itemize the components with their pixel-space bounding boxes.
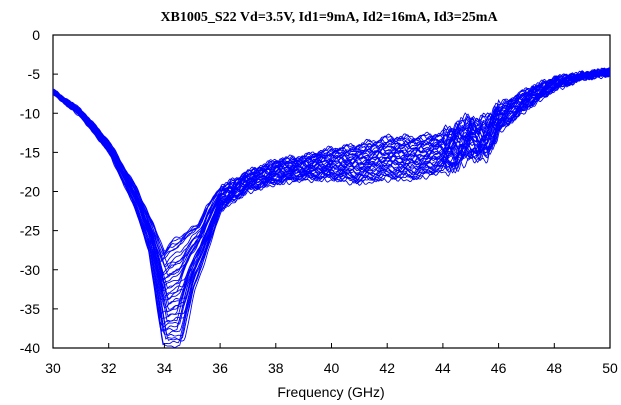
series-line [53,71,610,346]
x-tick-label: 48 [547,360,563,376]
x-tick-label: 40 [324,360,340,376]
y-tick-label: -30 [20,262,40,278]
x-tick-label: 38 [268,360,284,376]
series-group [53,67,610,348]
x-tick-label: 42 [379,360,395,376]
series-line [53,69,610,310]
y-tick-label: -15 [20,144,40,160]
y-tick-label: 0 [32,27,40,43]
plot-area-frame [52,34,611,349]
x-tick-label: 32 [101,360,117,376]
y-tick-label: -40 [20,340,40,356]
y-tick-label: -25 [20,223,40,239]
x-tick-label: 30 [45,360,61,376]
series-line [53,72,610,340]
series-line [53,72,610,348]
x-tick-label: 50 [602,360,618,376]
x-tick-label: 46 [491,360,507,376]
series-line [53,68,610,269]
chart-title: XB1005_S22 Vd=3.5V, Id1=9mA, Id2=16mA, I… [160,10,498,25]
x-tick-label: 34 [157,360,173,376]
x-axis-ticks: 30 32 34 36 38 40 42 44 46 48 50 [45,343,618,376]
y-tick-label: -20 [20,184,40,200]
x-tick-label: 36 [212,360,228,376]
x-tick-label: 44 [435,360,451,376]
x-axis-label: Frequency (GHz) [277,384,384,400]
y-tick-label: -10 [20,105,40,121]
y-tick-label: -5 [28,66,41,82]
y-tick-label: -35 [20,301,40,317]
y-axis-ticks: 0 -5 -10 -15 -20 -25 -30 -35 -40 [20,27,58,356]
